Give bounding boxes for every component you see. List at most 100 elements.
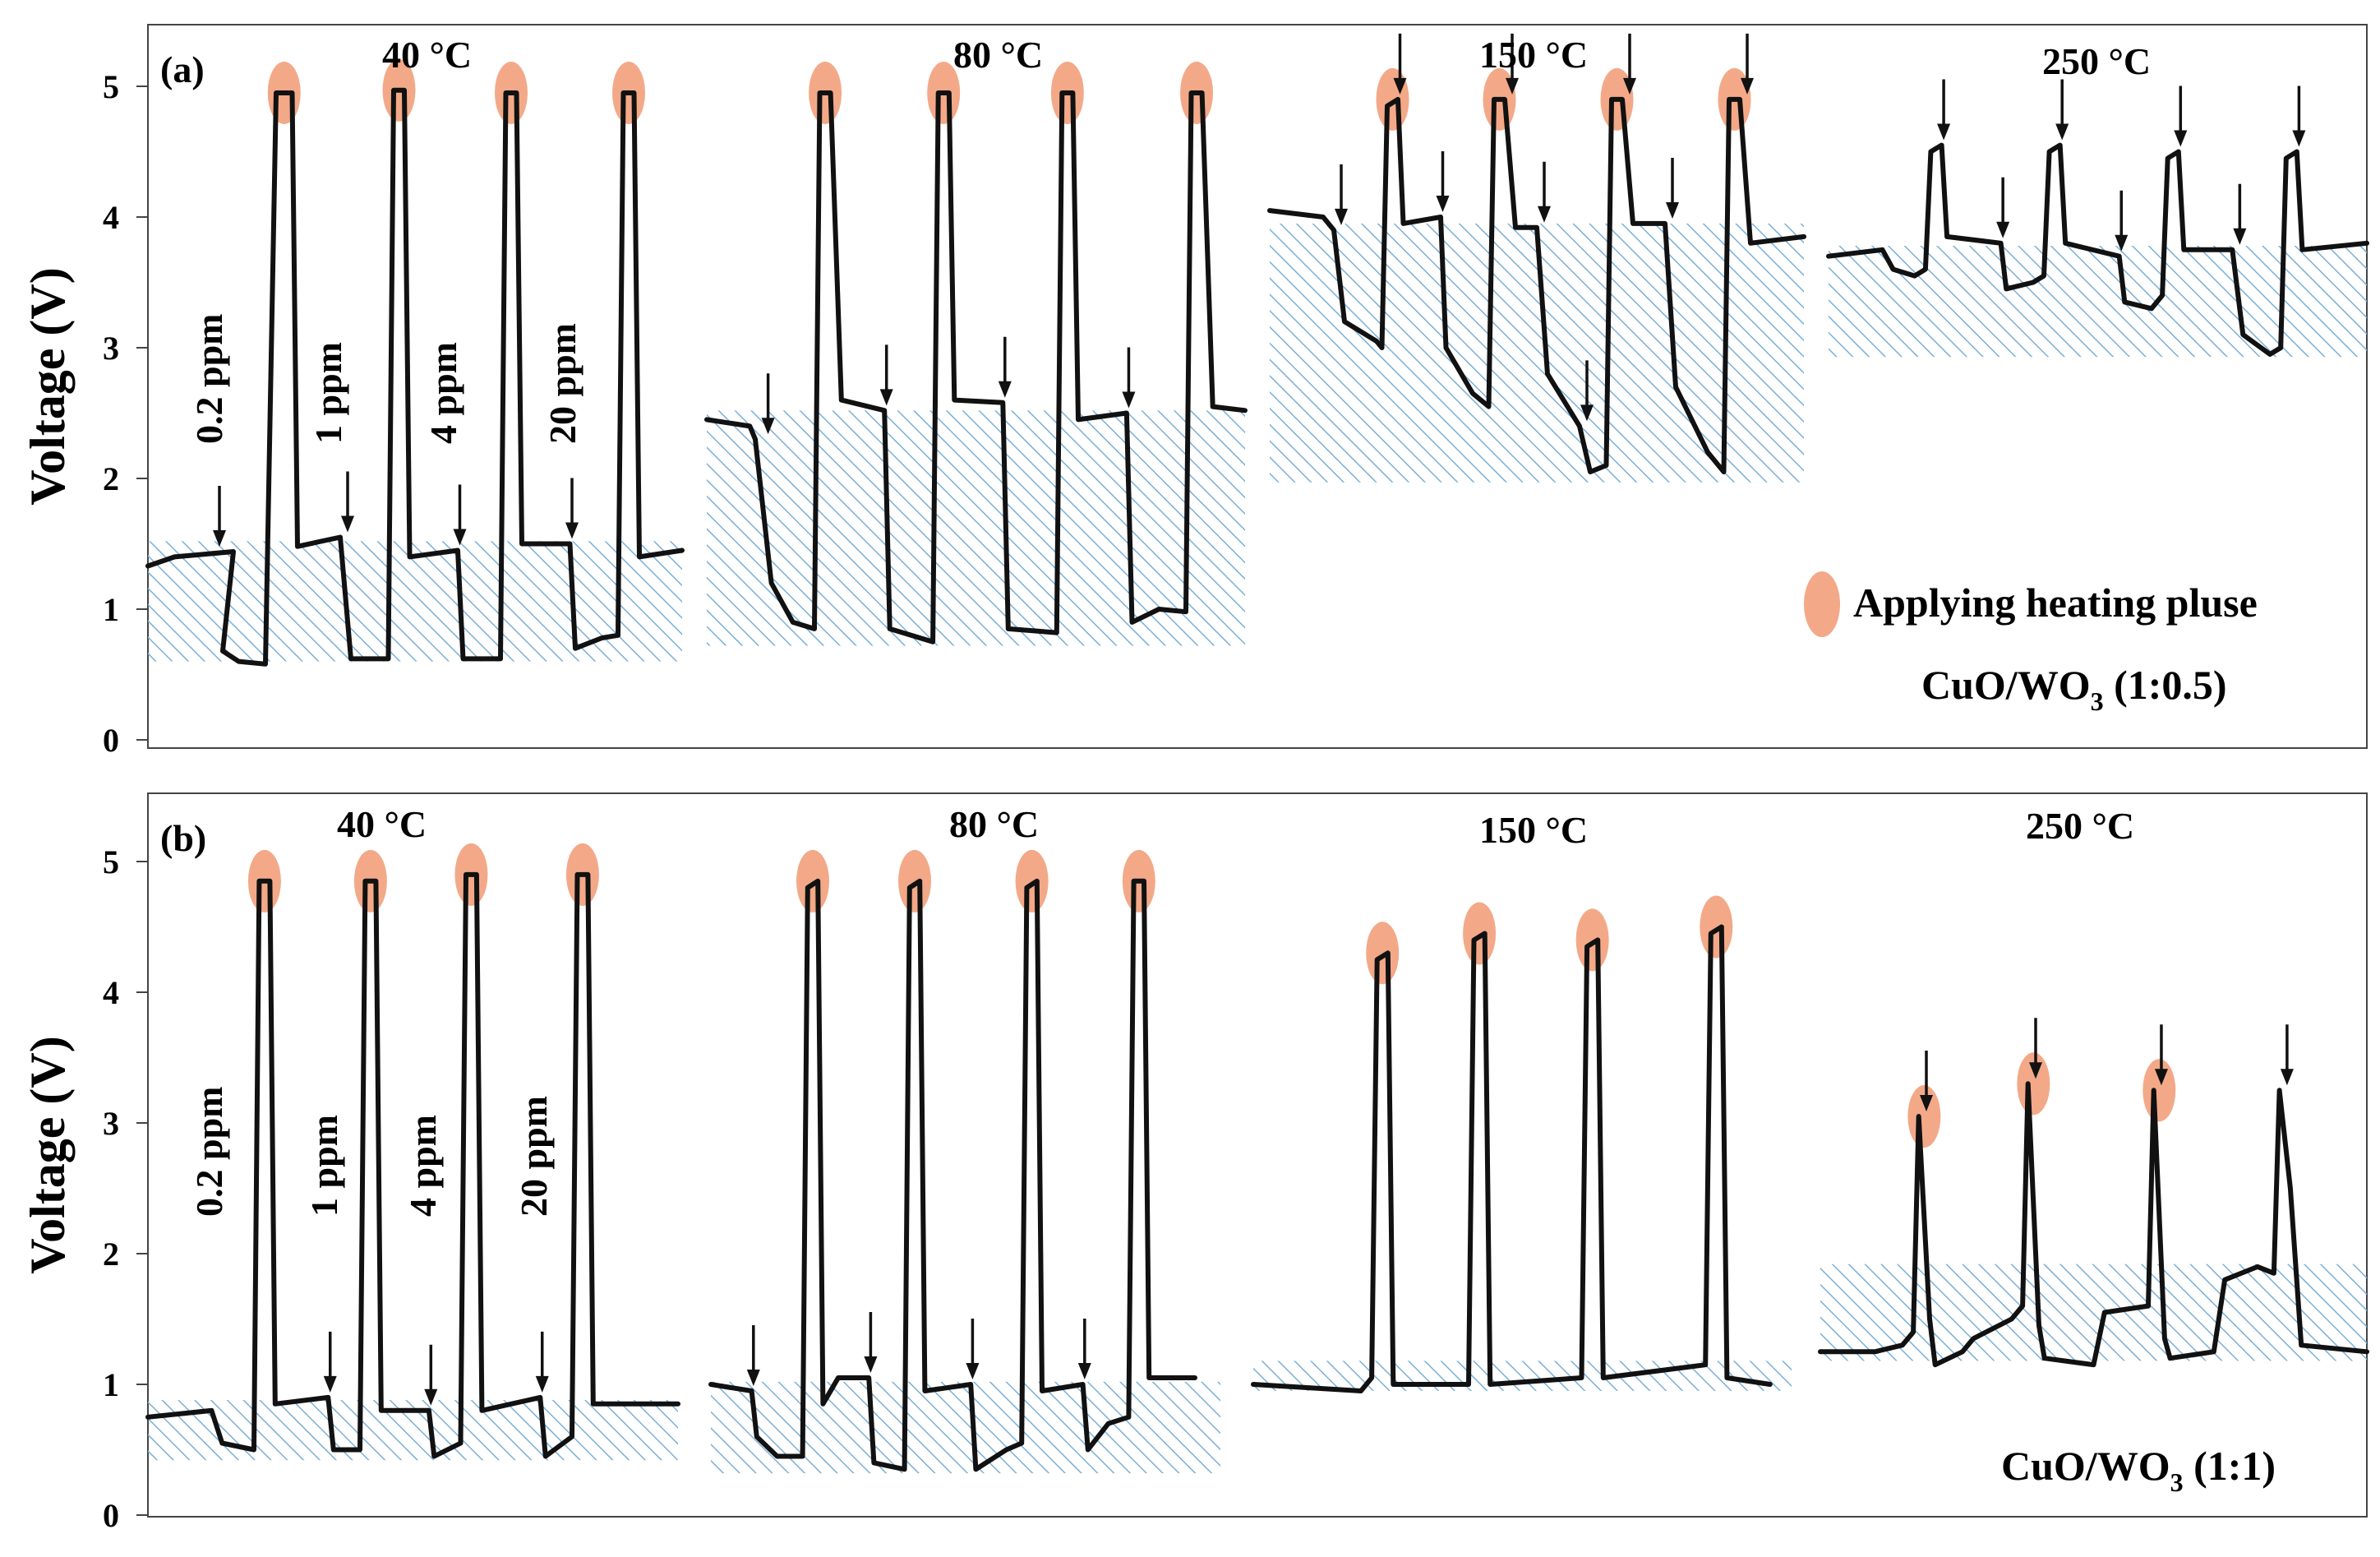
gas-injection-arrow-head-a-1-2 <box>998 381 1012 398</box>
gas-injection-arrow-head-b-3-1 <box>2029 1062 2042 1079</box>
panel-b-material-label: CuO/WO3 (1:1) <box>2001 1443 2276 1497</box>
temp-label-b-2: 150 °C <box>1479 809 1588 851</box>
gas-injection-arrow-head-b-3-0 <box>1920 1095 1933 1112</box>
panel-b-content: 0 1 2 3 4 5 0.2 ppm 1 ppm 4 ppm 20 ppm <box>103 843 2369 1534</box>
concentration-label-a-0: 0.2 ppm <box>188 314 230 444</box>
heating-pulse-marker-a-2-0 <box>1376 67 1409 131</box>
response-band-a-1 <box>707 410 1245 646</box>
voltage-trace-a-1 <box>704 90 1248 645</box>
temp-label-a-1: 80 °C <box>953 34 1043 76</box>
response-band-a-2 <box>1270 223 1804 483</box>
y-axis-label-a: Voltage (V) <box>21 267 75 505</box>
heating-pulse-marker-b-2-3 <box>1700 895 1733 959</box>
gas-injection-arrow-head-b-0-1 <box>424 1388 438 1406</box>
gas-injection-arrow-head-a-3-1 <box>1996 221 2010 238</box>
gas-injection-arrow-head-a-2-7 <box>1666 201 1679 219</box>
gas-injection-arrow-head-b-1-3 <box>1077 1363 1091 1379</box>
gas-injection-arrow-head-a-0-3 <box>565 522 579 539</box>
gas-injection-arrow-head-b-1-2 <box>966 1363 980 1379</box>
concentration-label-b-0: 0.2 ppm <box>188 1087 230 1217</box>
response-band-a-3 <box>1829 245 2367 358</box>
y-tick-label-b-5: 5 <box>103 843 119 880</box>
voltage-trace-b-2 <box>1251 924 1773 1393</box>
panel-a-material-label: CuO/WO3 (1:0.5) <box>1921 662 2227 716</box>
gas-injection-arrow-head-b-3-3 <box>2280 1069 2294 1086</box>
concentration-label-a-3: 20 ppm <box>542 323 583 444</box>
concentration-label-b-3: 20 ppm <box>513 1096 555 1217</box>
voltage-trace-b-0 <box>145 871 680 1459</box>
gas-injection-arrow-head-a-3-5 <box>2233 228 2247 245</box>
gas-injection-arrow-head-a-0-2 <box>453 529 467 546</box>
voltage-trace-a-3 <box>1826 142 2369 357</box>
concentration-label-a-1: 1 ppm <box>307 342 349 444</box>
heating-pulse-marker-b-1-0 <box>796 849 829 912</box>
y-tick-label-a-1: 1 <box>103 591 119 628</box>
y-tick-label-a-3: 3 <box>103 330 119 367</box>
temp-label-b-3: 250 °C <box>2026 805 2134 847</box>
y-tick-label-a-2: 2 <box>103 460 119 497</box>
panel-b-frame <box>147 792 2368 1518</box>
panel-a-frame <box>147 24 2368 749</box>
y-tick-label-b-3: 3 <box>103 1105 119 1142</box>
temp-label-b-1: 80 °C <box>949 803 1039 845</box>
gas-injection-arrow-head-a-2-5 <box>1580 404 1594 422</box>
y-tick-label-a-0: 0 <box>103 722 119 759</box>
gas-injection-arrow-head-a-1-0 <box>761 418 775 435</box>
gas-injection-arrow-head-a-3-6 <box>2292 130 2306 147</box>
gas-injection-arrow-head-a-3-0 <box>1937 123 1951 141</box>
heating-pulse-marker-b-2-0 <box>1366 922 1400 985</box>
gas-injection-arrow-head-b-0-2 <box>535 1375 549 1393</box>
gas-injection-arrow-head-a-3-3 <box>2115 234 2129 252</box>
temp-label-a-2: 150 °C <box>1479 34 1588 76</box>
temp-label-a-0: 40 °C <box>382 34 472 76</box>
gas-injection-arrow-head-b-1-0 <box>746 1369 760 1386</box>
voltage-trace-b-1 <box>708 878 1197 1472</box>
voltage-trace-a-2 <box>1267 96 1806 474</box>
gas-injection-arrow-head-a-0-1 <box>341 515 354 533</box>
gas-injection-arrow-head-a-3-4 <box>2174 130 2188 147</box>
gas-injection-arrow-head-b-0-0 <box>323 1375 337 1393</box>
gas-injection-arrow-head-a-2-2 <box>1436 196 1450 212</box>
gas-injection-arrow-head-a-2-6 <box>1623 77 1636 95</box>
gas-injection-arrow-head-a-3-2 <box>2055 123 2069 141</box>
gas-injection-arrow-head-a-1-3 <box>1122 391 1136 409</box>
gas-injection-arrow-head-a-2-1 <box>1393 77 1407 95</box>
y-axis-label-b: Voltage (V) <box>21 1036 75 1273</box>
y-tick-label-b-4: 4 <box>103 974 119 1011</box>
voltage-trace-b-3 <box>1818 1081 2369 1368</box>
gas-injection-arrow-head-a-2-4 <box>1538 206 1551 223</box>
gas-injection-arrow-head-a-2-3 <box>1506 77 1519 95</box>
concentration-label-b-1: 1 ppm <box>303 1115 345 1217</box>
response-band-b-1 <box>711 1381 1220 1474</box>
y-tick-label-b-2: 2 <box>103 1236 119 1273</box>
concentration-label-a-2: 4 ppm <box>422 342 464 444</box>
temp-label-b-0: 40 °C <box>337 803 427 845</box>
heating-pulse-marker-b-3-1 <box>2017 1052 2050 1116</box>
legend-pulse-label: Applying heating pluse <box>1853 580 2258 626</box>
panel-a-content: 0 1 2 3 4 5 0.2 ppm 1 ppm 4 ppm 20 ppm <box>103 33 2369 759</box>
gas-injection-arrow-head-a-1-1 <box>879 389 893 406</box>
gas-injection-arrow-head-a-2-0 <box>1335 208 1348 225</box>
voltage-trace-a-0 <box>145 87 685 667</box>
heating-pulse-marker-b-2-2 <box>1575 908 1609 972</box>
panel-a-label: (a) <box>160 49 205 90</box>
gas-injection-arrow-head-a-2-8 <box>1741 77 1754 95</box>
heating-pulse-marker-b-3-2 <box>2142 1059 2176 1122</box>
temp-label-a-3: 250 °C <box>2042 40 2151 82</box>
y-tick-label-b-0: 0 <box>103 1497 119 1534</box>
heating-pulse-marker-b-1-1 <box>898 849 931 912</box>
y-tick-label-b-1: 1 <box>103 1366 119 1403</box>
gas-injection-arrow-head-a-0-0 <box>213 530 226 547</box>
y-tick-label-a-5: 5 <box>103 68 119 105</box>
response-band-b-2 <box>1253 1361 1792 1391</box>
gas-injection-arrow-head-b-1-1 <box>864 1356 878 1374</box>
heating-pulse-marker-b-3-0 <box>1907 1085 1941 1148</box>
legend-pulse-marker <box>1804 571 1840 637</box>
concentration-label-b-2: 4 ppm <box>402 1115 444 1217</box>
gas-injection-arrow-head-b-3-2 <box>2154 1069 2168 1086</box>
panel-b-label: (b) <box>160 817 206 859</box>
y-tick-label-a-4: 4 <box>103 199 119 236</box>
